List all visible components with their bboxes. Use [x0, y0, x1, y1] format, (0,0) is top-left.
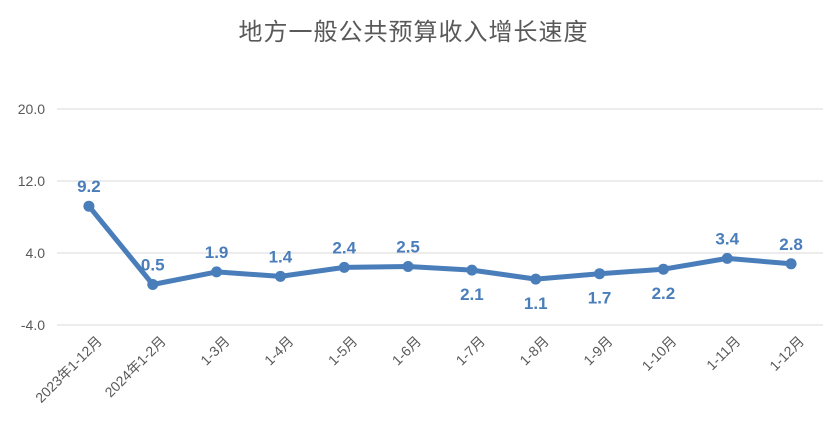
x-tick-label: 1-7月 — [453, 333, 489, 369]
x-tick-label: 1-5月 — [325, 333, 361, 369]
chart-title: 地方一般公共预算收入增长速度 — [238, 18, 589, 46]
data-point — [657, 263, 669, 275]
x-tick-label: 2024年1-2月 — [101, 333, 168, 400]
data-point — [466, 264, 478, 276]
data-point — [338, 261, 350, 273]
data-label: 1.7 — [588, 289, 612, 308]
x-tick-label: 1-3月 — [197, 333, 233, 369]
x-tick-label: 1-12月 — [766, 333, 807, 374]
data-point — [402, 261, 414, 272]
data-point — [83, 200, 95, 212]
data-label: 2.8 — [779, 235, 803, 254]
data-label: 9.2 — [77, 177, 101, 196]
grid-lines — [57, 108, 823, 326]
data-label: 1.1 — [524, 294, 548, 313]
data-point — [594, 268, 606, 280]
data-label: 1.9 — [205, 243, 229, 262]
data-labels: 9.2 0.5 1.9 1.4 2.4 2.5 2.1 1.1 1.7 2.2 3.4 2.8 — [77, 177, 803, 313]
y-tick-label: -4.0 — [21, 317, 45, 333]
data-point — [147, 279, 159, 290]
data-label: 2.1 — [460, 285, 484, 304]
y-tick-label: 12.0 — [18, 173, 45, 189]
y-tick-label: 4.0 — [26, 245, 46, 261]
data-label: 2.2 — [652, 284, 676, 303]
data-label: 3.4 — [715, 229, 739, 248]
data-label: 0.5 — [141, 256, 165, 275]
x-tick-label: 1-9月 — [580, 333, 616, 369]
data-point — [721, 252, 733, 264]
data-point — [785, 258, 797, 270]
data-point — [530, 273, 542, 285]
x-tick-label: 1-4月 — [261, 333, 297, 369]
series-line — [86, 203, 794, 287]
data-label: 2.4 — [332, 238, 356, 257]
y-tick-label: 20.0 — [18, 101, 45, 117]
data-point — [211, 266, 223, 278]
data-points — [83, 200, 797, 290]
series-polyline — [86, 203, 794, 287]
x-tick-label: 2023年1-12月 — [32, 333, 105, 406]
x-tick-label: 1-11月 — [703, 333, 743, 373]
data-label: 2.5 — [396, 238, 420, 257]
data-point — [274, 270, 286, 282]
x-tick-label: 1-6月 — [389, 333, 425, 369]
x-tick-label: 1-8月 — [516, 333, 552, 369]
data-label: 1.4 — [269, 247, 293, 266]
y-axis-tick-labels: -4.0 4.0 12.0 20.0 — [18, 101, 45, 333]
x-tick-label: 1-10月 — [639, 333, 680, 374]
